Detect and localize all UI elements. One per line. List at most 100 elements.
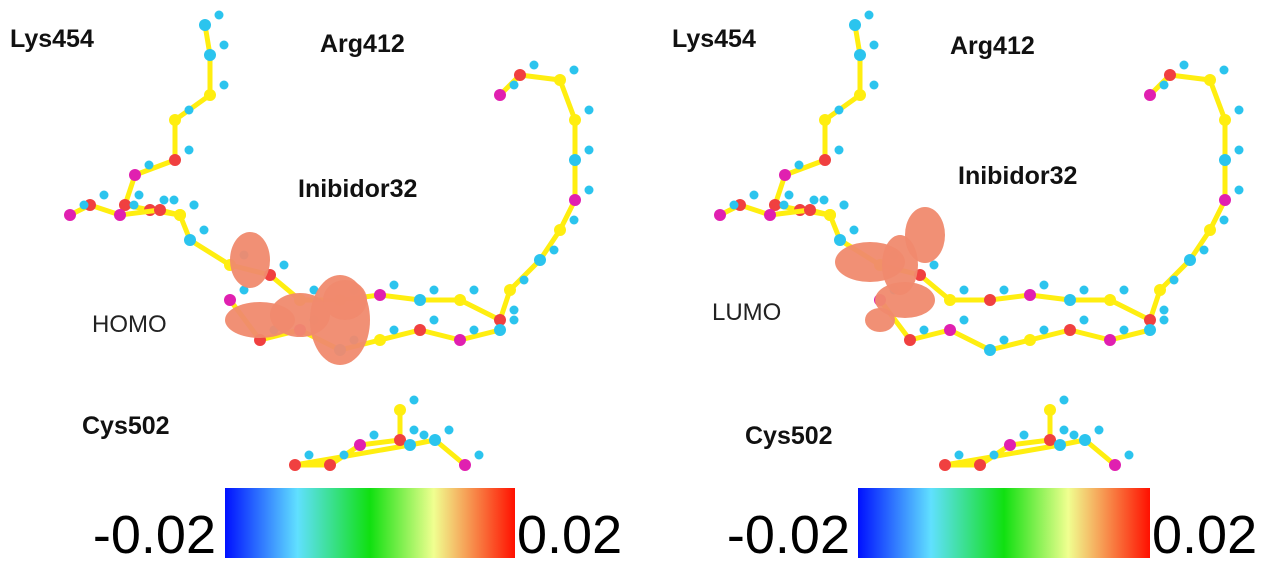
atom	[804, 204, 816, 216]
atom	[470, 286, 479, 295]
atom	[135, 191, 144, 200]
atom	[404, 439, 416, 451]
atom	[835, 106, 844, 115]
atom	[955, 451, 964, 460]
atom	[585, 146, 594, 155]
atom	[280, 261, 289, 270]
atom	[1020, 431, 1029, 440]
atom	[454, 294, 466, 306]
atom	[1144, 89, 1156, 101]
atom	[1000, 336, 1009, 345]
atom	[470, 326, 479, 335]
atom	[795, 161, 804, 170]
atom	[1080, 316, 1089, 325]
atom	[1004, 439, 1016, 451]
atom	[514, 69, 526, 81]
atom	[819, 114, 831, 126]
atom	[145, 161, 154, 170]
atom	[1024, 334, 1036, 346]
atom	[1180, 61, 1189, 70]
atom	[570, 66, 579, 75]
atom	[764, 209, 776, 221]
atom	[585, 186, 594, 195]
atom	[785, 191, 794, 200]
molecules	[64, 11, 1244, 472]
atom	[169, 114, 181, 126]
ligand-label: Inibidor32	[298, 175, 417, 203]
atom	[414, 324, 426, 336]
atom	[1220, 66, 1229, 75]
atom	[199, 19, 211, 31]
atom	[974, 459, 986, 471]
atom	[204, 89, 216, 101]
atom	[170, 196, 179, 205]
atom	[510, 81, 519, 90]
atom	[1170, 276, 1179, 285]
atom	[834, 234, 846, 246]
atom	[865, 11, 874, 20]
atom	[984, 294, 996, 306]
atom	[204, 49, 216, 61]
atom	[944, 294, 956, 306]
atom	[840, 201, 849, 210]
colorbar-max: 0.02	[1152, 505, 1257, 561]
atom	[420, 431, 429, 440]
atom	[569, 114, 581, 126]
atom	[1164, 69, 1176, 81]
atom	[534, 254, 546, 266]
atom	[854, 49, 866, 61]
atom	[394, 404, 406, 416]
atom	[510, 306, 519, 315]
ligand-label: Inibidor32	[958, 162, 1077, 190]
atom	[429, 434, 441, 446]
atom	[1120, 286, 1129, 295]
orbital-lobe	[230, 232, 270, 288]
atom	[220, 41, 229, 50]
atom	[1204, 224, 1216, 236]
atom	[1154, 284, 1166, 296]
atom	[585, 106, 594, 115]
atom	[1070, 431, 1079, 440]
atom	[1040, 281, 1049, 290]
atom	[1040, 326, 1049, 335]
atom	[569, 154, 581, 166]
atom	[504, 284, 516, 296]
atom	[1235, 146, 1244, 155]
atom	[169, 154, 181, 166]
atom	[1054, 439, 1066, 451]
atom	[920, 326, 929, 335]
atom	[1200, 246, 1209, 255]
atom	[370, 431, 379, 440]
bond	[125, 25, 575, 320]
atom	[1104, 294, 1116, 306]
atom	[820, 196, 829, 205]
atom	[1235, 106, 1244, 115]
atom	[80, 201, 89, 210]
atom	[220, 81, 229, 90]
atom	[510, 316, 519, 325]
residue-label: Cys502	[745, 422, 833, 450]
atom	[354, 439, 366, 451]
atom	[1109, 459, 1121, 471]
atom	[114, 209, 126, 221]
atom	[154, 204, 166, 216]
orbital-label: HOMO	[92, 311, 167, 338]
atom	[779, 169, 791, 181]
atom	[454, 334, 466, 346]
atom	[305, 451, 314, 460]
residue-label: Arg412	[320, 30, 405, 58]
atom	[430, 316, 439, 325]
residue-label: Cys502	[82, 412, 170, 440]
atom	[730, 201, 739, 210]
atom	[215, 11, 224, 20]
atom	[1160, 306, 1169, 315]
orbital-label: LUMO	[712, 299, 781, 326]
orbital-lobe	[905, 207, 945, 263]
atom	[200, 226, 209, 235]
atom	[494, 324, 506, 336]
atom	[1160, 81, 1169, 90]
atom	[1080, 286, 1089, 295]
atom	[1079, 434, 1091, 446]
atom	[824, 209, 836, 221]
atom	[569, 194, 581, 206]
